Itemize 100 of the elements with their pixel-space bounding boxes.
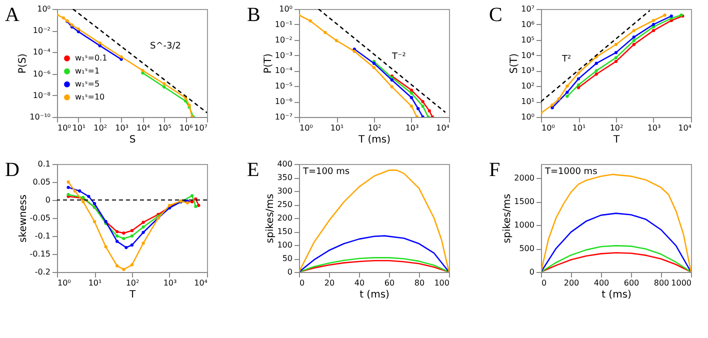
x-tick-label: 200 — [564, 278, 580, 288]
y-tick-label: 10⁻⁴ — [32, 48, 50, 57]
y-tick-label: 10⁻¹⁰ — [30, 112, 50, 122]
x-tick-label: 10¹ — [88, 278, 102, 288]
x-tick-label: 10⁰ — [542, 124, 555, 132]
x-tick-label: 10⁰ — [58, 278, 71, 288]
y-tick-label: 10⁶ — [521, 20, 534, 29]
x-tick-label: 800 — [654, 278, 670, 288]
annotation: S^-3/2 — [150, 41, 181, 52]
x-tick-label: 600 — [624, 278, 640, 288]
x-axis-title: T — [128, 290, 136, 300]
annotation: T⁻² — [391, 52, 406, 62]
x-tick-label: 10⁵ — [158, 124, 172, 132]
y-tick-label: -0.05 — [30, 214, 50, 222]
x-tick-label: 60 — [384, 278, 395, 288]
x-axis-title: S — [129, 134, 136, 146]
x-tick-label: 0 — [542, 278, 547, 288]
y-axis-title: S(T) — [509, 53, 520, 74]
y-tick-label: 10⁻⁵ — [274, 82, 292, 91]
y-axis-title: P(S) — [18, 53, 29, 74]
x-tick-label: 10⁴ — [436, 124, 450, 132]
y-tick-label: 0.05 — [32, 178, 50, 186]
y-tick-label: 0 — [529, 268, 534, 276]
y-tick-label: 10⁻⁸ — [32, 90, 50, 100]
chart-title: C — [489, 4, 502, 26]
y-tick-label: 10⁻⁷ — [274, 112, 292, 122]
y-tick-label: 10⁰ — [279, 4, 292, 14]
y-tick-label: 0 — [287, 268, 292, 276]
x-tick-label: 10² — [610, 124, 624, 132]
y-tick-label: 500 — [519, 244, 534, 254]
y-tick-label: 10⁷ — [521, 4, 534, 14]
x-tick-label: 10² — [126, 278, 140, 288]
chart-title: D — [5, 159, 20, 181]
annotation: T=100 ms — [302, 167, 350, 177]
y-tick-label: 10¹ — [521, 97, 534, 106]
x-tick-label: 10³ — [163, 278, 177, 288]
x-axis-title: t (ms) — [602, 290, 632, 300]
y-tick-label: 10² — [521, 82, 534, 91]
y-tick-label: -0.1 — [34, 232, 50, 240]
legend-label: w₁ˢ=5 — [75, 79, 100, 88]
x-tick-label: 10⁶ — [179, 124, 193, 132]
x-tick-label: 400 — [594, 278, 610, 288]
y-axis-title: skewness — [18, 194, 29, 242]
y-tick-label: 200 — [277, 214, 292, 222]
y-tick-label: 100 — [277, 240, 292, 250]
x-tick-label: 10¹ — [330, 124, 344, 132]
x-tick-label: 10² — [94, 124, 108, 132]
x-tick-label: 20 — [324, 278, 335, 288]
y-tick-label: 2000 — [514, 174, 534, 183]
y-tick-label: -0.2 — [34, 268, 50, 276]
x-tick-label: 10¹ — [572, 124, 586, 132]
y-axis-title: P(T) — [262, 53, 274, 74]
y-tick-label: 10⁰ — [521, 112, 534, 122]
y-tick-label: 10⁻⁴ — [274, 66, 292, 76]
x-tick-label: 10¹ — [72, 124, 86, 132]
y-tick-label: 250 — [277, 200, 292, 209]
y-tick-label: 10⁻¹ — [274, 20, 292, 29]
x-tick-label: 10² — [368, 124, 382, 132]
chart-title: E — [247, 159, 260, 181]
x-tick-label: 10⁴ — [678, 124, 692, 132]
y-tick-label: 400 — [277, 160, 292, 168]
chart-title: F — [489, 159, 500, 181]
x-tick-label: 100 — [434, 278, 450, 288]
y-tick-label: 300 — [277, 186, 292, 196]
y-tick-label: 0.1 — [38, 160, 50, 168]
x-tick-label: 10⁴ — [194, 278, 208, 288]
y-tick-label: 10⁴ — [521, 50, 534, 60]
y-tick-label: 10⁻⁶ — [274, 97, 292, 106]
y-tick-label: 10⁰ — [37, 4, 50, 14]
y-tick-label: 50 — [282, 254, 292, 263]
y-tick-label: 1500 — [514, 197, 534, 206]
y-tick-label: 0 — [45, 196, 50, 204]
y-axis-title: spikes/ms — [265, 194, 276, 244]
y-tick-label: 1000 — [514, 220, 534, 230]
x-tick-label: 40 — [354, 278, 365, 288]
y-tick-label: 10⁻⁶ — [32, 69, 50, 78]
annotation: T² — [561, 54, 572, 64]
x-tick-label: 1000 — [671, 278, 692, 288]
legend-label: w₁ˢ=10 — [75, 92, 105, 102]
x-tick-label: 80 — [414, 278, 425, 288]
y-tick-label: 150 — [277, 227, 292, 236]
x-tick-label: 10⁷ — [194, 124, 208, 132]
x-tick-label: 10⁴ — [136, 124, 150, 132]
y-tick-label: 10⁻² — [274, 35, 292, 44]
y-tick-label: 10⁻³ — [274, 50, 292, 60]
annotation: T=1000 ms — [544, 167, 598, 177]
y-tick-label: 350 — [277, 173, 292, 182]
y-tick-label: -0.15 — [30, 250, 50, 258]
chart-title: A — [5, 4, 20, 26]
y-tick-label: 10⁵ — [521, 35, 534, 44]
x-axis-title: T (ms) — [357, 134, 391, 146]
x-tick-label: 10⁰ — [300, 124, 313, 132]
x-tick-label: 10³ — [405, 124, 419, 132]
x-tick-label: 10³ — [647, 124, 661, 132]
y-axis-title: spikes/ms — [502, 194, 514, 244]
x-axis-title: t (ms) — [360, 290, 390, 300]
legend-label: w₁ˢ=1 — [75, 66, 100, 76]
x-tick-label: 10⁰ — [58, 124, 71, 132]
x-tick-label: 0 — [300, 278, 305, 288]
x-tick-label: 10³ — [115, 124, 128, 132]
